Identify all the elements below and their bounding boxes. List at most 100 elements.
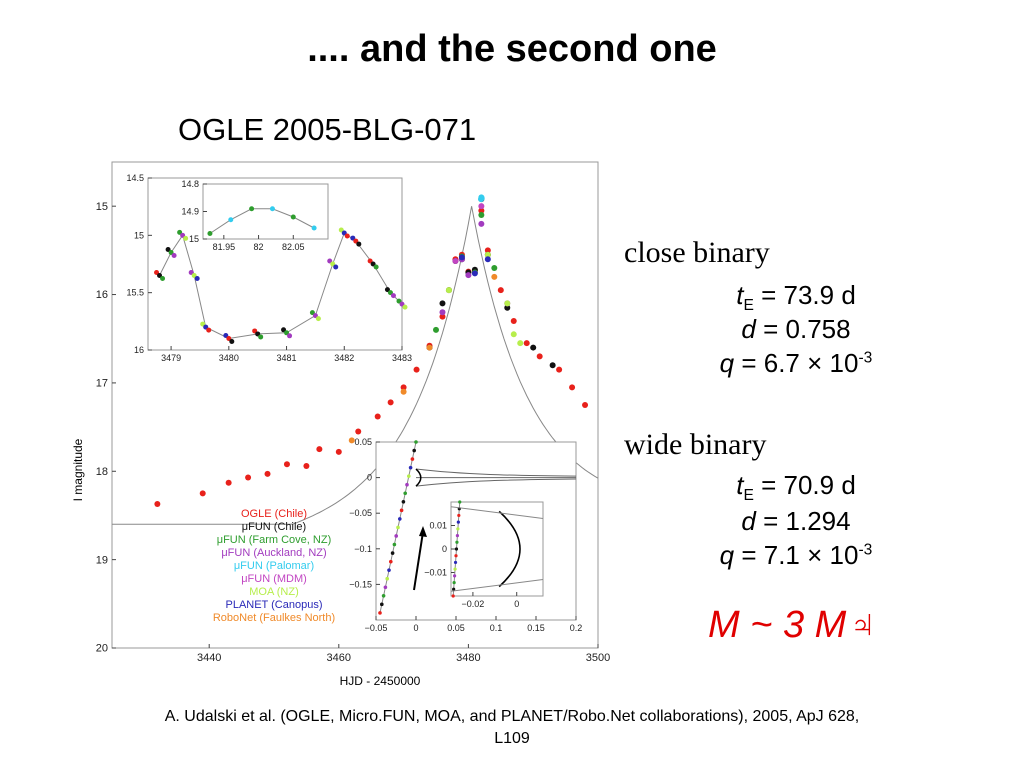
zoom-point	[452, 587, 456, 591]
y-tick-label: −0.01	[424, 568, 447, 578]
y-tick-label: 16	[134, 345, 144, 355]
data-point	[225, 479, 232, 486]
inset-zoom-drawing	[450, 500, 544, 598]
data-point	[433, 326, 439, 333]
trajectory-point	[403, 491, 408, 496]
inset-point	[356, 241, 362, 247]
y-tick-label: −0.05	[349, 508, 372, 518]
caustic-upper	[415, 468, 577, 477]
data-point	[484, 256, 491, 263]
data-point	[374, 413, 381, 420]
x-tick-label: 0	[514, 599, 519, 609]
y-tick-label: 15	[189, 234, 199, 244]
inset-peak-points	[207, 206, 317, 236]
y-tick-label: 18	[96, 466, 108, 478]
inset-point	[344, 233, 350, 239]
wide-te: tE = 70.9 d	[736, 470, 856, 505]
inset-peak-axes: 81.95 82 82.05 14.8 14.9 15	[181, 179, 304, 252]
data-point	[536, 353, 543, 360]
inset-zoom-frame	[450, 501, 544, 597]
close-binary-heading: close binary	[624, 236, 770, 269]
close-q: q = 6.7 × 10-3	[719, 348, 873, 378]
data-point	[400, 388, 407, 395]
legend: OGLE (Chile)μFUN (Chile)μFUN (Farm Cove,…	[213, 508, 335, 624]
data-point	[413, 366, 420, 373]
zoom-point	[455, 540, 459, 544]
y-tick-label: 0	[367, 473, 372, 483]
x-tick-label: 3480	[219, 353, 239, 363]
data-point	[484, 251, 491, 258]
wide-d-value: 1.294	[785, 506, 851, 536]
data-point	[497, 287, 504, 294]
x-tick-label: 3500	[586, 652, 610, 664]
trajectory-point	[412, 448, 417, 453]
x-tick-label: 0.15	[527, 623, 545, 633]
x-tick-label: 3482	[334, 353, 354, 363]
inset-point	[249, 206, 255, 212]
x-tick-label: 0.2	[570, 623, 583, 633]
event-name: OGLE 2005-BLG-071	[178, 112, 477, 147]
slide-title: .... and the second one	[307, 28, 717, 70]
x-tick-label: 82	[254, 242, 264, 252]
data-point	[549, 362, 556, 369]
zoom-point	[454, 547, 459, 551]
trajectory-point	[396, 525, 400, 530]
trajectory-point	[390, 551, 395, 555]
data-point	[517, 340, 524, 347]
data-point	[523, 340, 530, 347]
close-te-value: 73.9	[783, 280, 835, 310]
y-tick-label: 17	[96, 378, 108, 390]
x-tick-label: 0.1	[490, 623, 503, 633]
x-tick-label: 3481	[277, 353, 297, 363]
data-point	[355, 428, 362, 435]
x-tick-label: 3479	[161, 353, 181, 363]
data-point	[458, 254, 465, 261]
zoom-point	[451, 594, 455, 598]
data-point	[582, 402, 589, 408]
data-point	[387, 399, 394, 406]
inset-point	[160, 275, 166, 281]
y-tick-label: 0	[442, 544, 447, 554]
legend-entry: MOA (NZ)	[249, 586, 299, 598]
data-point	[199, 490, 206, 497]
zoom-point	[452, 580, 456, 585]
inset-point	[311, 225, 317, 231]
data-point	[439, 309, 446, 316]
inset-point	[315, 316, 321, 322]
data-point	[510, 318, 517, 325]
trajectory-point	[387, 568, 391, 572]
trajectory-point	[389, 559, 393, 564]
data-point	[316, 446, 323, 453]
reference-line-2: L109	[494, 730, 530, 747]
inset-point	[171, 253, 177, 259]
trajectory-point	[378, 611, 382, 615]
data-point	[303, 462, 310, 469]
y-tick-label: 16	[96, 289, 108, 301]
data-point	[491, 273, 498, 280]
data-point	[484, 247, 491, 254]
inset-point	[206, 327, 212, 333]
wide-q-exponent: -3	[858, 541, 873, 559]
inset-point	[333, 264, 339, 270]
data-point	[510, 331, 517, 338]
legend-entry: μFUN (Auckland, NZ)	[221, 547, 326, 559]
wide-q-value: 7.1	[763, 540, 800, 570]
main-data-points	[154, 194, 589, 507]
y-tick-label: −0.1	[354, 544, 372, 554]
data-point	[400, 384, 407, 391]
data-point	[439, 313, 446, 320]
close-te-unit: d	[841, 280, 856, 310]
trajectory-point	[394, 534, 399, 538]
trajectory-point	[407, 474, 411, 478]
y-tick-label: 15.5	[126, 288, 144, 298]
zoom-point	[455, 533, 460, 538]
wide-te-value: 70.9	[783, 470, 835, 500]
legend-entry: RoboNet (Faulkes North)	[213, 612, 335, 624]
data-point	[569, 384, 576, 391]
y-tick-label: 20	[96, 643, 108, 655]
y-tick-label: 0.05	[354, 437, 372, 447]
arrow-line	[413, 531, 424, 591]
central-caustic	[415, 468, 422, 487]
zoom-point	[454, 554, 458, 558]
inset-point	[183, 235, 189, 241]
